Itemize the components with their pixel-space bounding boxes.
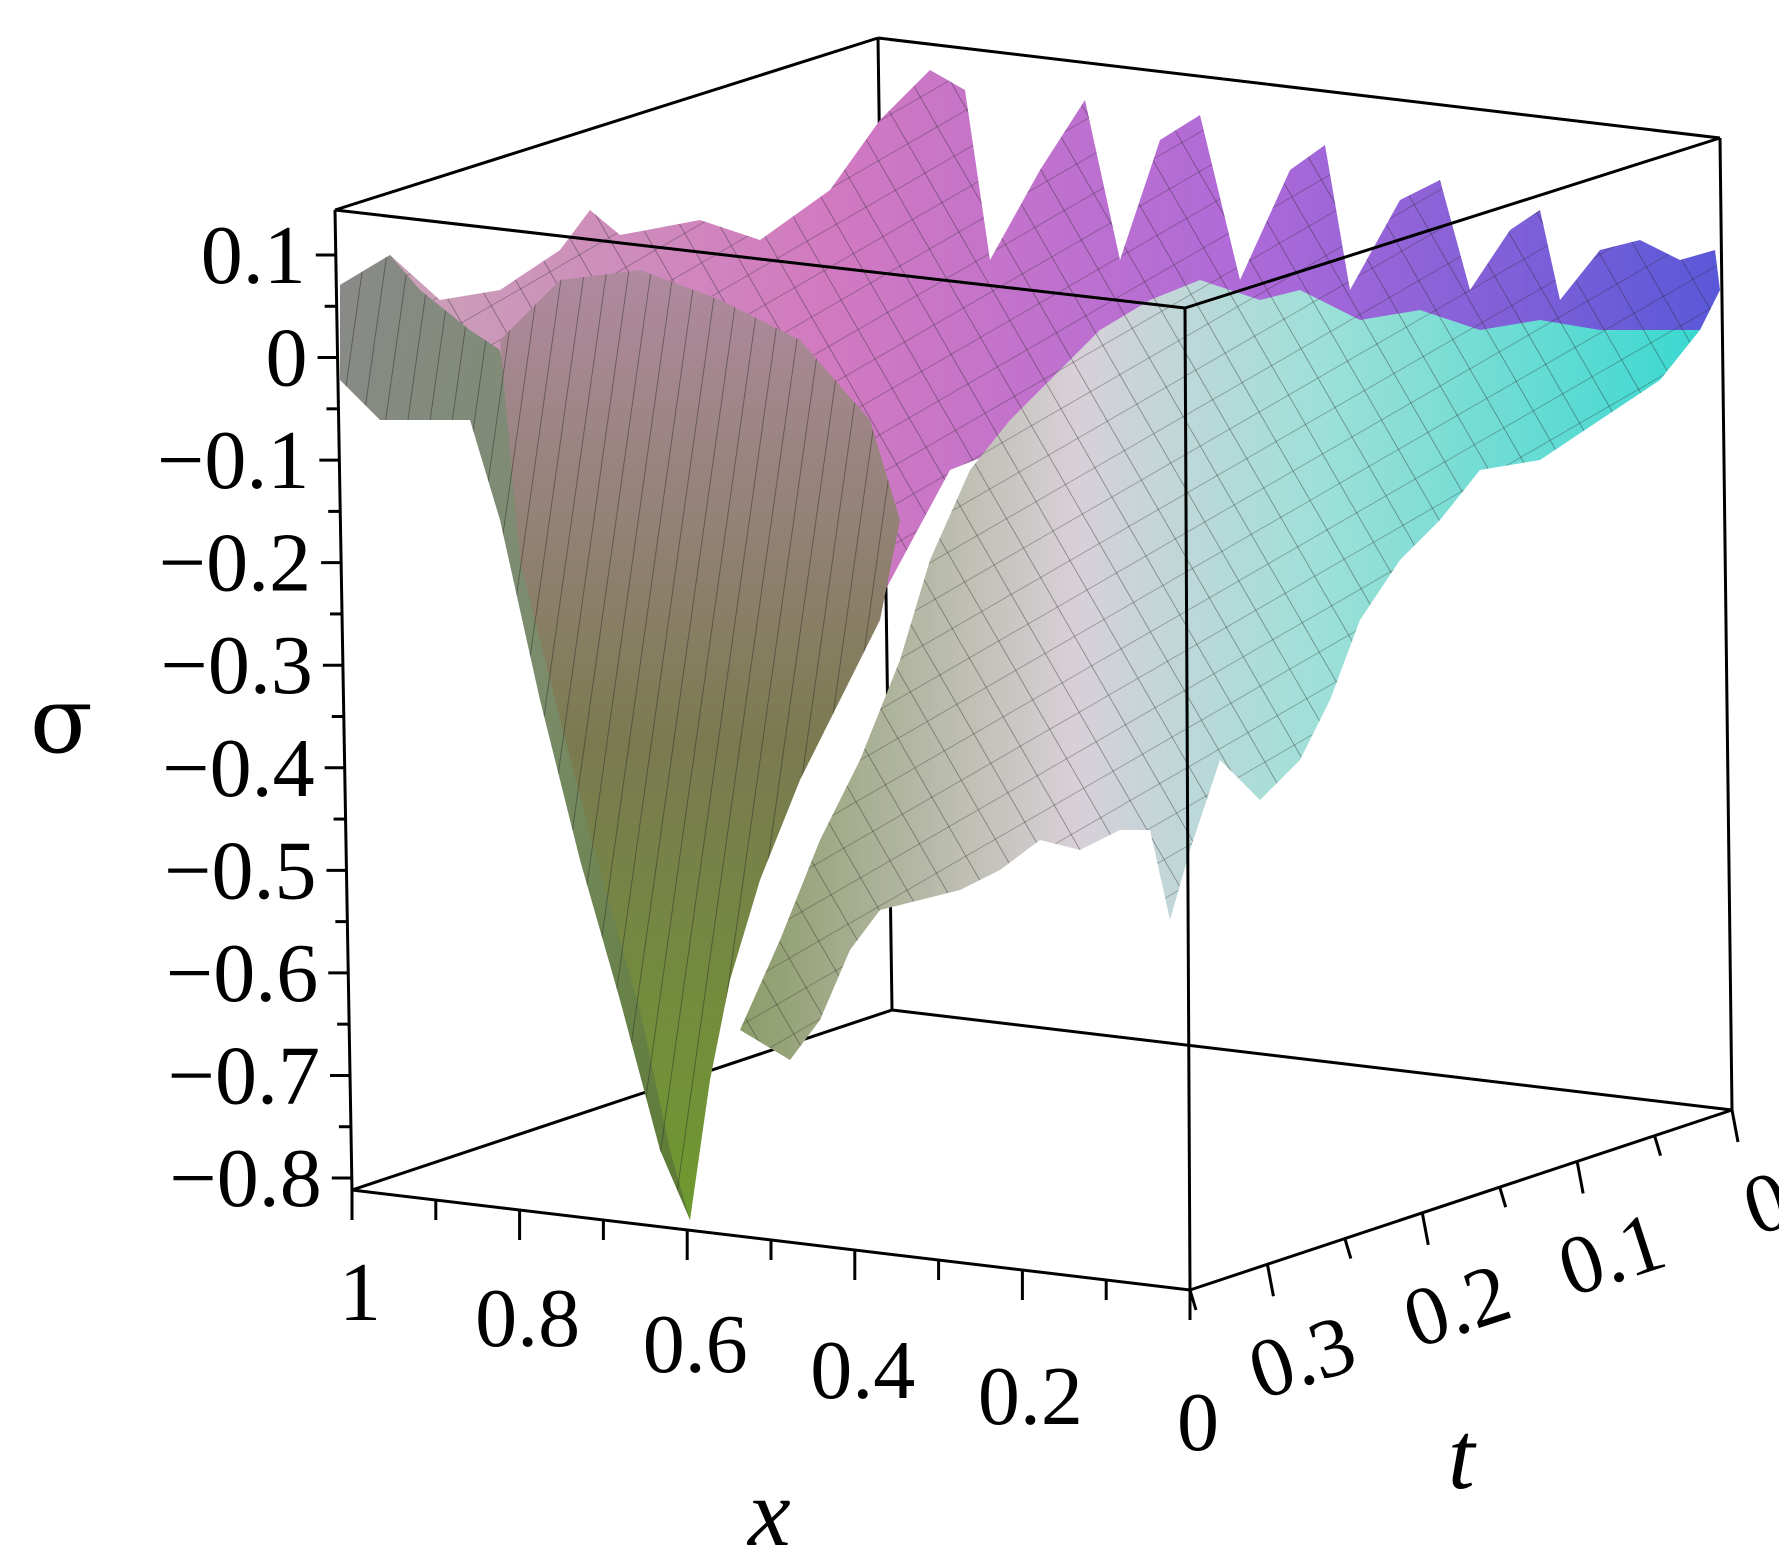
bounding-box-front	[333, 136, 1734, 1292]
surface-valley	[500, 270, 900, 1220]
t-tick	[1265, 1264, 1275, 1297]
t-tick	[1420, 1212, 1430, 1246]
sigma-tick-label: −0.2	[159, 517, 311, 610]
sigma-axis-title: σ	[30, 667, 93, 774]
sigma-tick-label: −0.4	[162, 722, 314, 815]
x-tick-label: 0.8	[475, 1272, 580, 1365]
x-tick-label: 0.2	[978, 1350, 1083, 1443]
t-tick-label: 0.2	[1393, 1246, 1522, 1367]
t-tick-label: 0.1	[1547, 1194, 1676, 1315]
sigma-tick-label: −0.5	[164, 824, 316, 917]
t-tick-label: 0.3	[1238, 1297, 1367, 1418]
t-tick	[1343, 1238, 1353, 1260]
sigma-axis: 0.1 0−0.1 −0.2−0.3 −0.4−0.5 −0.6−0.7 −0.8 σ	[30, 209, 352, 1225]
t-tick-label: 0	[1732, 1153, 1779, 1254]
sigma-tick-label: −0.6	[166, 927, 318, 1020]
sigma-tick-label: 0	[266, 312, 308, 405]
sigma-tick-label: −0.8	[169, 1132, 321, 1225]
sigma-tick-label: 0.1	[201, 209, 306, 302]
x-axis-title: x	[746, 1459, 791, 1566]
t-tick	[1653, 1135, 1663, 1157]
x-tick-label: 0.6	[643, 1298, 748, 1391]
t-axis: 0.3 0.2 0.1 0 t	[1188, 1109, 1779, 1509]
sigma-tick-label: −0.3	[161, 619, 313, 712]
surface-front-sheet	[740, 280, 1700, 1060]
t-tick	[1575, 1161, 1585, 1194]
t-tick	[1498, 1186, 1508, 1208]
x-tick-label: 1	[339, 1246, 381, 1339]
sigma-tick-label: −0.1	[157, 414, 309, 507]
surface-back-sheet	[340, 70, 1720, 700]
x-tick-label: 0.4	[810, 1324, 915, 1417]
x-axis: 1 0.8 0.6 0.4 0.2 0 x	[339, 1190, 1219, 1566]
t-axis-title: t	[1448, 1402, 1477, 1509]
sigma-tick-label: −0.7	[168, 1029, 320, 1122]
x-tick-label: 0	[1177, 1376, 1219, 1469]
t-tick	[1188, 1289, 1198, 1311]
t-tick	[1730, 1109, 1740, 1143]
